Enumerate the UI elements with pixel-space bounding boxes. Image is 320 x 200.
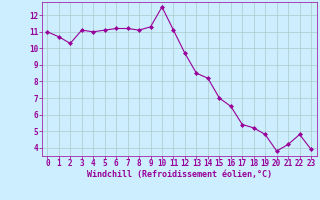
X-axis label: Windchill (Refroidissement éolien,°C): Windchill (Refroidissement éolien,°C) <box>87 170 272 179</box>
